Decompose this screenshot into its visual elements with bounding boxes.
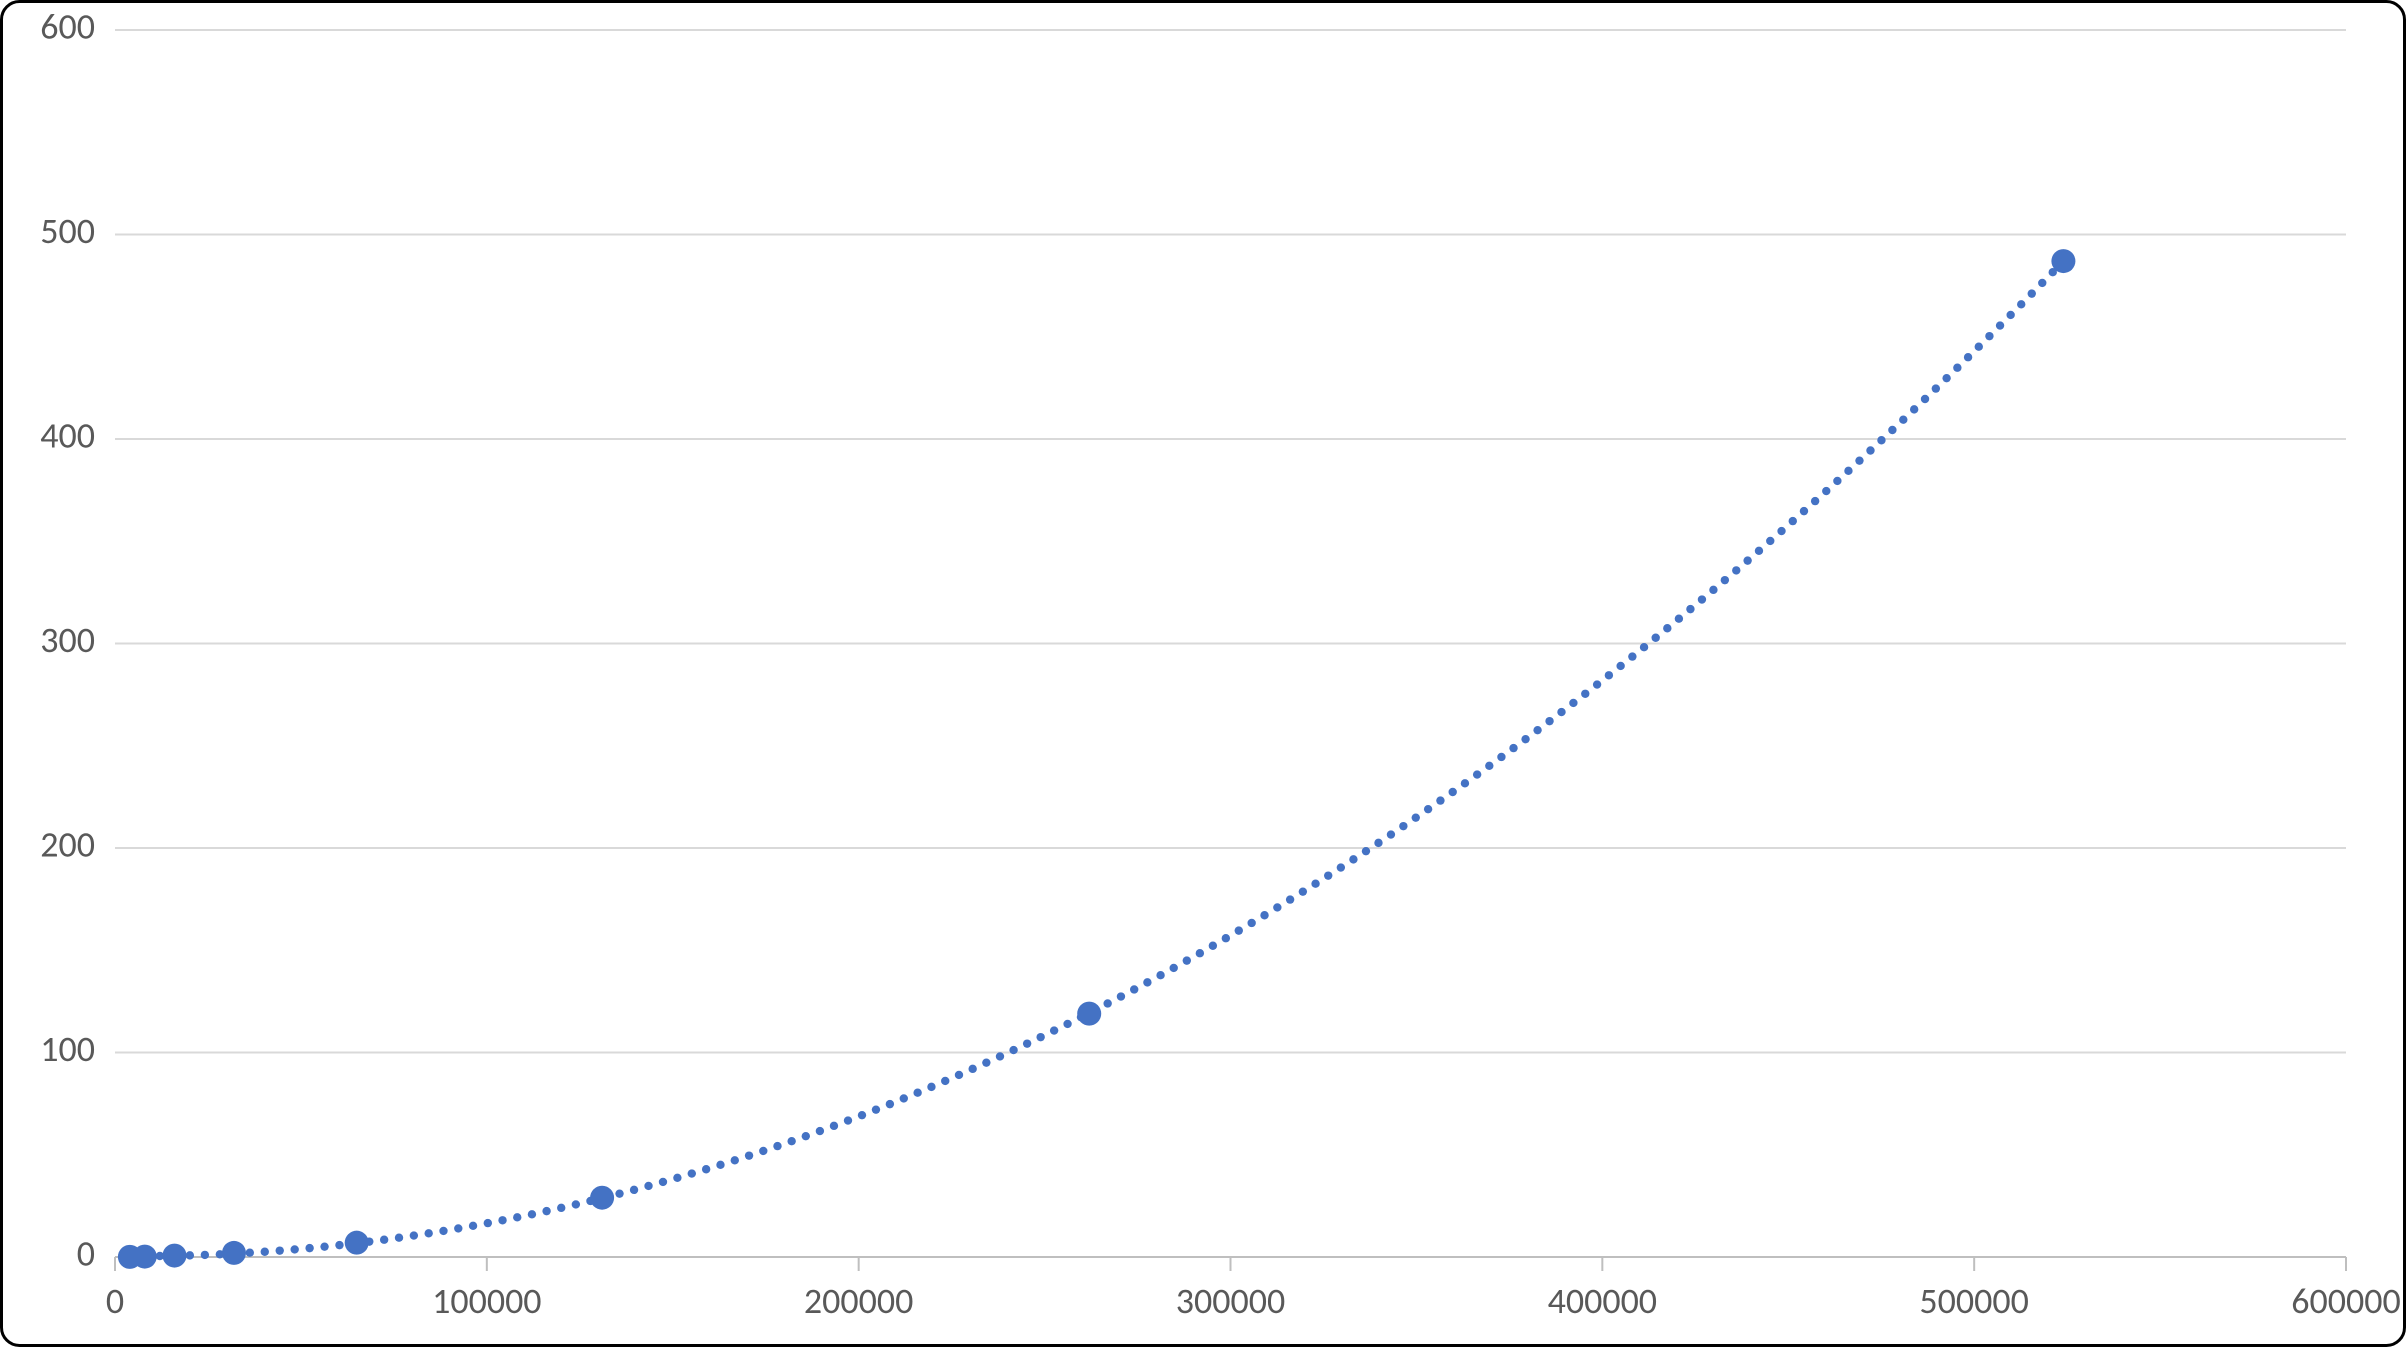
- scatter-chart: 0 100 200 300 400 500 600 0 100000 200000 300000 40…: [0, 0, 2406, 1347]
- data-point: [1077, 1002, 1101, 1026]
- chart-container: 0 100 200 300 400 500 600 0 100000 200000 300000 40…: [0, 0, 2406, 1347]
- data-point: [162, 1244, 186, 1268]
- y-tick-label: 100: [40, 1027, 95, 1071]
- x-tick-label: 400000: [1548, 1279, 1657, 1323]
- chart-border: [2, 2, 2405, 1346]
- x-tick-label: 300000: [1176, 1279, 1285, 1323]
- y-tick-label: 300: [40, 618, 95, 662]
- x-tick-label: 600000: [2291, 1279, 2400, 1323]
- y-tick-label: 500: [40, 209, 95, 253]
- data-point: [590, 1186, 614, 1210]
- y-tick-label: 600: [40, 5, 95, 49]
- data-point: [133, 1245, 157, 1269]
- y-tick-label: 400: [40, 414, 95, 458]
- data-point: [345, 1231, 369, 1255]
- data-point: [222, 1241, 246, 1265]
- data-point: [2051, 249, 2075, 273]
- x-tick-label: 500000: [1919, 1279, 2028, 1323]
- x-tick-label: 200000: [804, 1279, 913, 1323]
- y-tick-label: 200: [40, 823, 95, 867]
- x-tick-label: 0: [106, 1279, 124, 1323]
- x-tick-label: 100000: [432, 1279, 541, 1323]
- y-tick-label: 0: [77, 1232, 95, 1276]
